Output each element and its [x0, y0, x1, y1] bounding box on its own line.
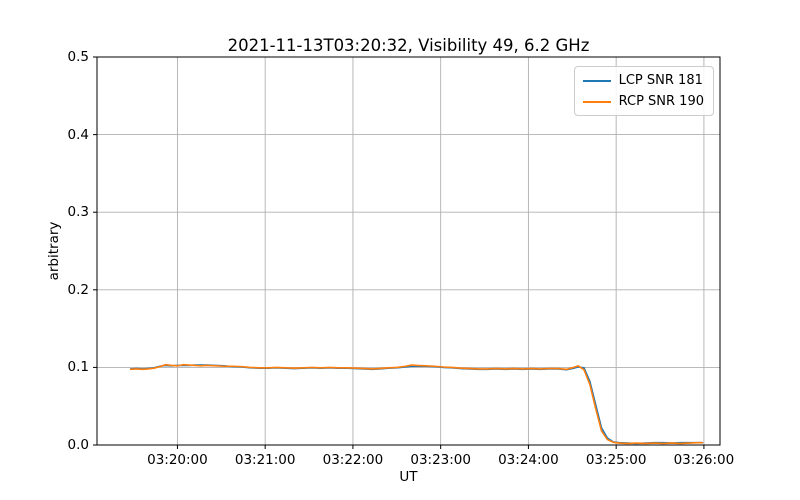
plot-border: [96, 56, 721, 446]
chart-title: 2021-11-13T03:20:32, Visibility 49, 6.2 …: [227, 36, 590, 55]
y-tick-label: 0.1: [67, 359, 89, 376]
legend-label-rcp: RCP SNR 190: [618, 94, 704, 109]
legend: LCP SNR 181 RCP SNR 190: [573, 66, 714, 116]
legend-item-lcp: LCP SNR 181: [582, 72, 704, 89]
lcp-line-swatch: [582, 79, 611, 82]
x-tick-label: 03:26:00: [673, 452, 735, 468]
y-tick-label: 0.3: [67, 204, 89, 221]
y-tick-label: 0.5: [67, 49, 89, 65]
y-tick-label: 0.4: [67, 126, 89, 143]
y-tick-label: 0.0: [67, 437, 89, 453]
x-tick-label: 03:25:00: [585, 452, 647, 468]
legend-label-lcp: LCP SNR 181: [618, 73, 703, 88]
x-tick-label: 03:24:00: [498, 452, 559, 468]
plot-canvas: [93, 56, 721, 449]
x-axis-label: UT: [399, 469, 418, 485]
x-tick-label: 03:23:00: [410, 452, 471, 468]
rcp-line-swatch: [582, 100, 611, 103]
x-tick-label: 03:20:00: [147, 452, 208, 468]
y-tick-label: 0.2: [67, 281, 89, 298]
legend-item-rcp: RCP SNR 190: [582, 93, 704, 110]
x-tick-label: 03:22:00: [322, 452, 384, 468]
series-line-lcp: [129, 364, 704, 445]
y-axis-label: arbitrary: [46, 221, 62, 281]
series-line-rcp: [129, 363, 704, 445]
x-tick-label: 03:21:00: [234, 452, 296, 468]
